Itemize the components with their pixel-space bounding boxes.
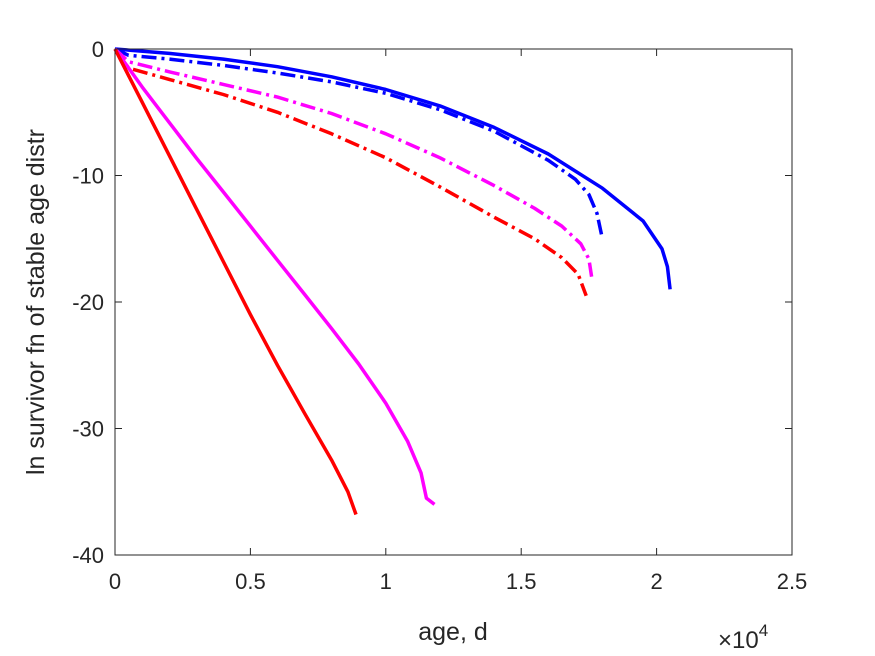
series-line-5: [113, 47, 436, 506]
y-ticks: 0 -10 -20 -30 -40: [72, 37, 792, 568]
x-exponent-label: ×104: [718, 621, 768, 654]
x-tick-label: 1: [380, 569, 392, 594]
y-axis-label: ln survivor fn of stable age distr: [22, 129, 50, 475]
series-layer: [113, 47, 672, 516]
y-tick-label: -20: [72, 290, 104, 315]
x-tick-label: 0: [109, 569, 121, 594]
series-line-1: [114, 47, 672, 290]
x-tick-label: 2.5: [777, 569, 808, 594]
series-line-6: [113, 48, 358, 516]
x-exponent-base: ×10: [718, 627, 759, 654]
x-tick-label: 1.5: [506, 569, 537, 594]
plot-background: [115, 49, 792, 555]
x-tick-label: 0.5: [235, 569, 266, 594]
x-axis-label: age, d: [418, 618, 488, 646]
y-tick-label: -30: [72, 417, 104, 442]
y-tick-label: -40: [72, 543, 104, 568]
series-line-3: [113, 47, 594, 277]
y-tick-label: -10: [72, 164, 104, 189]
x-ticks: 0 0.5 1 1.5 2 2.5: [109, 49, 807, 594]
x-tick-label: 2: [650, 569, 662, 594]
y-tick-label: 0: [92, 37, 104, 62]
series-line-2: [114, 47, 605, 240]
x-exponent-power: 4: [759, 621, 768, 640]
series-line-4: [113, 47, 588, 297]
